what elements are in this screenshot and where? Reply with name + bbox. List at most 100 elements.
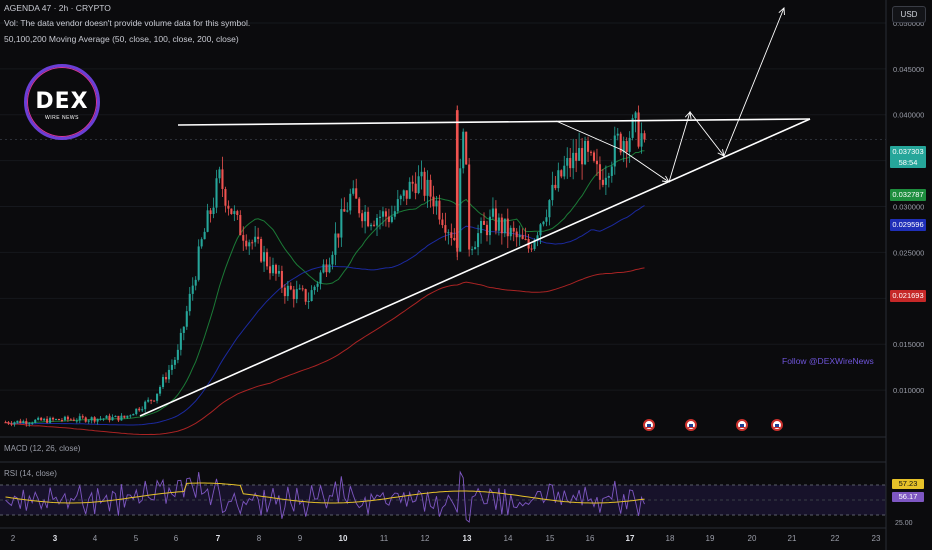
candle-body bbox=[631, 118, 634, 138]
time-tick-label: 22 bbox=[831, 534, 840, 543]
candle-body bbox=[90, 417, 93, 421]
time-tick-label: 18 bbox=[666, 534, 675, 543]
trendline-drawings[interactable] bbox=[139, 7, 811, 417]
candle-body bbox=[367, 211, 370, 227]
ma200-price-label: 0.021693 bbox=[890, 290, 926, 302]
candle-body bbox=[271, 264, 275, 274]
candle-body bbox=[242, 235, 245, 241]
candle-body bbox=[340, 209, 343, 238]
ascending-support-line bbox=[139, 118, 811, 417]
us-flag-event-icon[interactable] bbox=[685, 419, 697, 431]
candle-body bbox=[141, 409, 144, 411]
currency-button[interactable]: USD bbox=[892, 6, 926, 23]
candle-body bbox=[361, 213, 364, 222]
candle-body bbox=[75, 420, 78, 422]
candle-body bbox=[393, 211, 396, 217]
candle-body bbox=[414, 183, 417, 194]
candle-body bbox=[387, 216, 390, 222]
time-tick-label: 6 bbox=[174, 534, 179, 543]
candle-body bbox=[328, 264, 331, 273]
candle-body bbox=[488, 216, 491, 236]
candle-body bbox=[69, 419, 72, 421]
candle-body bbox=[625, 141, 628, 152]
candle-body bbox=[613, 135, 616, 167]
candle-body bbox=[52, 417, 55, 420]
candle-body bbox=[610, 166, 613, 176]
candle-body bbox=[274, 264, 277, 274]
candle-body bbox=[462, 131, 465, 169]
candle-body bbox=[31, 422, 34, 424]
time-tick-label: 12 bbox=[421, 534, 430, 543]
projection-path-down bbox=[555, 120, 670, 183]
follow-watermark: Follow @DEXWireNews bbox=[782, 356, 874, 366]
candle-body bbox=[396, 199, 399, 212]
candle-body bbox=[40, 417, 43, 421]
candle-body bbox=[248, 242, 251, 247]
candle-body bbox=[164, 376, 168, 380]
candle-body bbox=[277, 271, 280, 274]
candle-body bbox=[283, 287, 286, 297]
candle-body bbox=[465, 131, 468, 165]
price-axis: 0.0500000.0450000.0400000.0350000.030000… bbox=[885, 0, 932, 550]
candle-body bbox=[289, 285, 292, 290]
volume-note: Vol: The data vendor doesn't provide vol… bbox=[4, 18, 251, 28]
candle-body bbox=[378, 216, 382, 218]
rsi-ma-value-label: 56.17 bbox=[892, 492, 924, 502]
candle-body bbox=[84, 417, 87, 422]
candle-body bbox=[212, 207, 215, 215]
candle-body bbox=[221, 169, 224, 189]
arrow-head bbox=[717, 149, 725, 157]
candle-body bbox=[266, 252, 269, 267]
candle-body bbox=[87, 420, 90, 422]
moving-average-legend[interactable]: 50,100,200 Moving Average (50, close, 10… bbox=[4, 34, 239, 44]
candle-body bbox=[584, 140, 587, 165]
candle-body bbox=[123, 415, 126, 418]
time-tick-label: 13 bbox=[463, 534, 472, 543]
price-tick-label: 0.040000 bbox=[893, 111, 924, 120]
candle-body bbox=[459, 168, 462, 252]
candle-body bbox=[16, 420, 19, 423]
candle-body bbox=[93, 417, 96, 422]
candle-body bbox=[150, 399, 153, 401]
projection-path-up bbox=[668, 7, 785, 183]
candle-body bbox=[19, 420, 22, 424]
price-tick-label: 0.025000 bbox=[893, 248, 924, 257]
symbol-title[interactable]: AGENDA 47 · 2h · CRYPTO bbox=[4, 3, 111, 13]
arrow-head bbox=[662, 175, 670, 183]
candle-body bbox=[604, 177, 607, 185]
price-tick-label: 0.045000 bbox=[893, 65, 924, 74]
rsi-label[interactable]: RSI (14, close) bbox=[4, 469, 57, 478]
candle-body bbox=[482, 220, 486, 225]
candle-body bbox=[607, 175, 610, 178]
us-flag-event-icon[interactable] bbox=[643, 419, 655, 431]
candle-body bbox=[592, 152, 596, 161]
candle-body bbox=[402, 190, 405, 196]
candle-body bbox=[530, 248, 533, 250]
time-tick-label: 14 bbox=[504, 534, 513, 543]
candle-body bbox=[435, 200, 438, 207]
candle-body bbox=[227, 205, 230, 209]
candle-body bbox=[426, 179, 429, 196]
us-flag-event-icon[interactable] bbox=[736, 419, 748, 431]
candle-body bbox=[420, 171, 423, 177]
candle-body bbox=[292, 289, 295, 300]
macd-label[interactable]: MACD (12, 26, close) bbox=[4, 444, 81, 453]
candle-body bbox=[506, 218, 509, 237]
candle-body bbox=[548, 200, 551, 218]
candle-body bbox=[254, 236, 257, 243]
candle-body bbox=[370, 224, 373, 227]
candle-body bbox=[230, 208, 233, 215]
rsi-ma-line bbox=[5, 482, 645, 504]
time-tick-label: 3 bbox=[53, 534, 58, 543]
candle-body bbox=[257, 236, 260, 240]
time-tick-label: 7 bbox=[216, 534, 221, 543]
candle-body bbox=[441, 219, 444, 226]
candle-body bbox=[185, 311, 188, 327]
time-tick-label: 15 bbox=[546, 534, 555, 543]
candle-body bbox=[509, 227, 512, 237]
candle-body bbox=[405, 190, 408, 199]
us-flag-event-icon[interactable] bbox=[771, 419, 783, 431]
candle-body bbox=[408, 181, 411, 199]
candle-body bbox=[46, 418, 49, 423]
